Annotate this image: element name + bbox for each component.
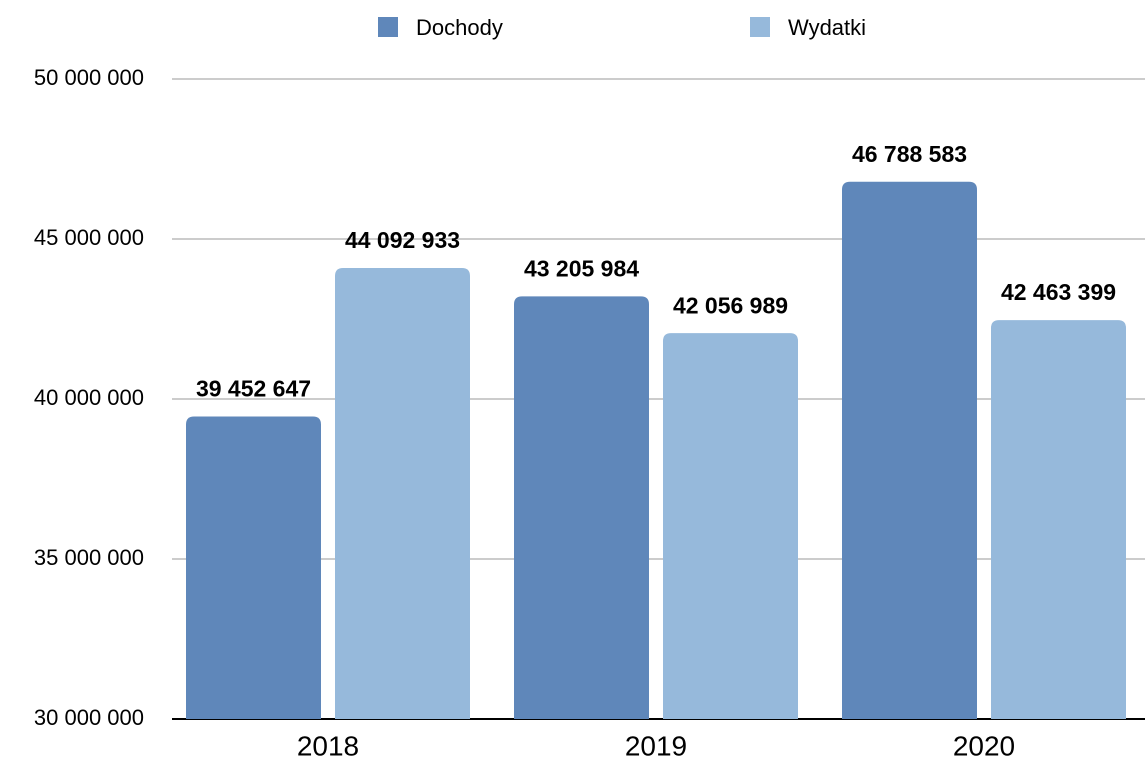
data-label: 43 205 984 xyxy=(524,255,639,281)
data-label: 44 092 933 xyxy=(345,227,460,253)
legend-swatch xyxy=(750,17,770,37)
bar xyxy=(514,296,649,719)
legend-label: Wydatki xyxy=(788,15,866,40)
bar xyxy=(186,416,321,719)
x-tick-label: 2018 xyxy=(297,730,359,761)
bar xyxy=(335,268,470,719)
data-label: 39 452 647 xyxy=(196,376,311,402)
legend-swatch xyxy=(378,17,398,37)
x-tick-label: 2019 xyxy=(625,730,687,761)
y-tick-label: 40 000 000 xyxy=(34,385,144,410)
data-label: 46 788 583 xyxy=(852,141,967,167)
data-label: 42 463 399 xyxy=(1001,279,1116,305)
y-tick-label: 50 000 000 xyxy=(34,65,144,90)
y-tick-label: 45 000 000 xyxy=(34,225,144,250)
bar xyxy=(663,333,798,719)
y-tick-label: 35 000 000 xyxy=(34,545,144,570)
data-label: 42 056 989 xyxy=(673,292,788,318)
bar xyxy=(991,320,1126,719)
bar xyxy=(842,181,977,719)
y-tick-label: 30 000 000 xyxy=(34,705,144,730)
x-tick-label: 2020 xyxy=(953,730,1015,761)
legend-label: Dochody xyxy=(416,15,503,40)
